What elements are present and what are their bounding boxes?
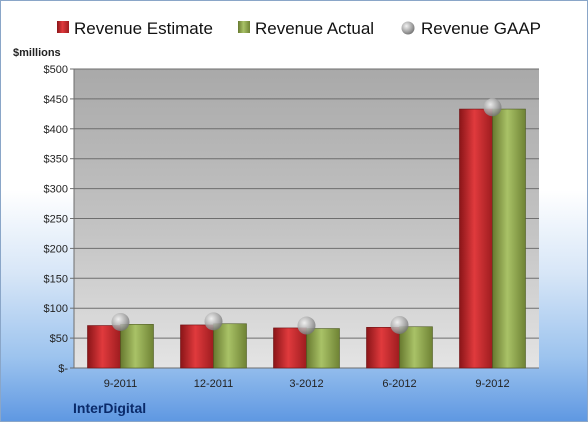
bar-revenue-actual [120, 324, 154, 369]
y-tick-label: $400 [44, 124, 68, 136]
y-axis-unit-label: $millions [13, 47, 61, 59]
x-tick-label: 6-2012 [382, 378, 416, 390]
marker-revenue-gaap [111, 312, 130, 331]
legend: Revenue Estimate Revenue Actual Revenue … [57, 19, 541, 38]
x-axis-ticks: 9-2011 12-2011 3-2012 6-2012 9-2012 [104, 378, 510, 390]
bar-revenue-estimate [273, 327, 307, 369]
legend-swatch-revenue-gaap [401, 21, 415, 35]
y-tick-label: $350 [44, 154, 68, 166]
x-tick-label: 3-2012 [289, 378, 323, 390]
bar-revenue-estimate [87, 325, 121, 369]
bar-revenue-actual [492, 108, 526, 369]
legend-label-revenue-gaap: Revenue GAAP [421, 19, 541, 38]
bar-revenue-estimate [180, 324, 214, 369]
company-name: InterDigital [73, 400, 146, 416]
y-tick-label: $450 [44, 94, 68, 106]
bar-revenue-estimate [366, 327, 400, 369]
y-tick-label: $150 [44, 273, 68, 285]
bars [87, 108, 526, 369]
legend-swatch-revenue-estimate [57, 21, 69, 33]
marker-revenue-gaap [297, 316, 316, 335]
marker-revenue-gaap [390, 315, 409, 334]
legend-item-revenue-gaap: Revenue GAAP [401, 19, 541, 38]
bar-revenue-actual [399, 326, 433, 369]
y-tick-label: $- [58, 363, 68, 375]
gaap-markers [111, 98, 502, 335]
y-tick-label: $200 [44, 243, 68, 255]
y-tick-label: $250 [44, 214, 68, 226]
x-tick-label: 9-2012 [475, 378, 509, 390]
y-axis-ticks: $- $50 $100 $150 $200 $250 $300 $350 $400 $450 $50… [44, 64, 69, 375]
y-tick-label: $100 [44, 303, 68, 315]
y-tick-label: $300 [44, 184, 68, 196]
y-tick-label: $500 [44, 64, 68, 76]
x-tick-label: 12-2011 [194, 378, 234, 390]
bar-revenue-actual [306, 328, 340, 369]
bar-revenue-actual [213, 323, 247, 369]
legend-item-revenue-estimate: Revenue Estimate [57, 19, 213, 38]
legend-item-revenue-actual: Revenue Actual [238, 19, 374, 38]
bar-revenue-estimate [459, 108, 493, 369]
x-tick-label: 9-2011 [104, 378, 137, 390]
marker-revenue-gaap [204, 312, 223, 331]
legend-label-revenue-actual: Revenue Actual [255, 19, 374, 38]
marker-revenue-gaap [483, 98, 502, 117]
legend-label-revenue-estimate: Revenue Estimate [74, 19, 213, 38]
y-tick-label: $50 [50, 333, 68, 345]
legend-swatch-revenue-actual [238, 21, 250, 33]
